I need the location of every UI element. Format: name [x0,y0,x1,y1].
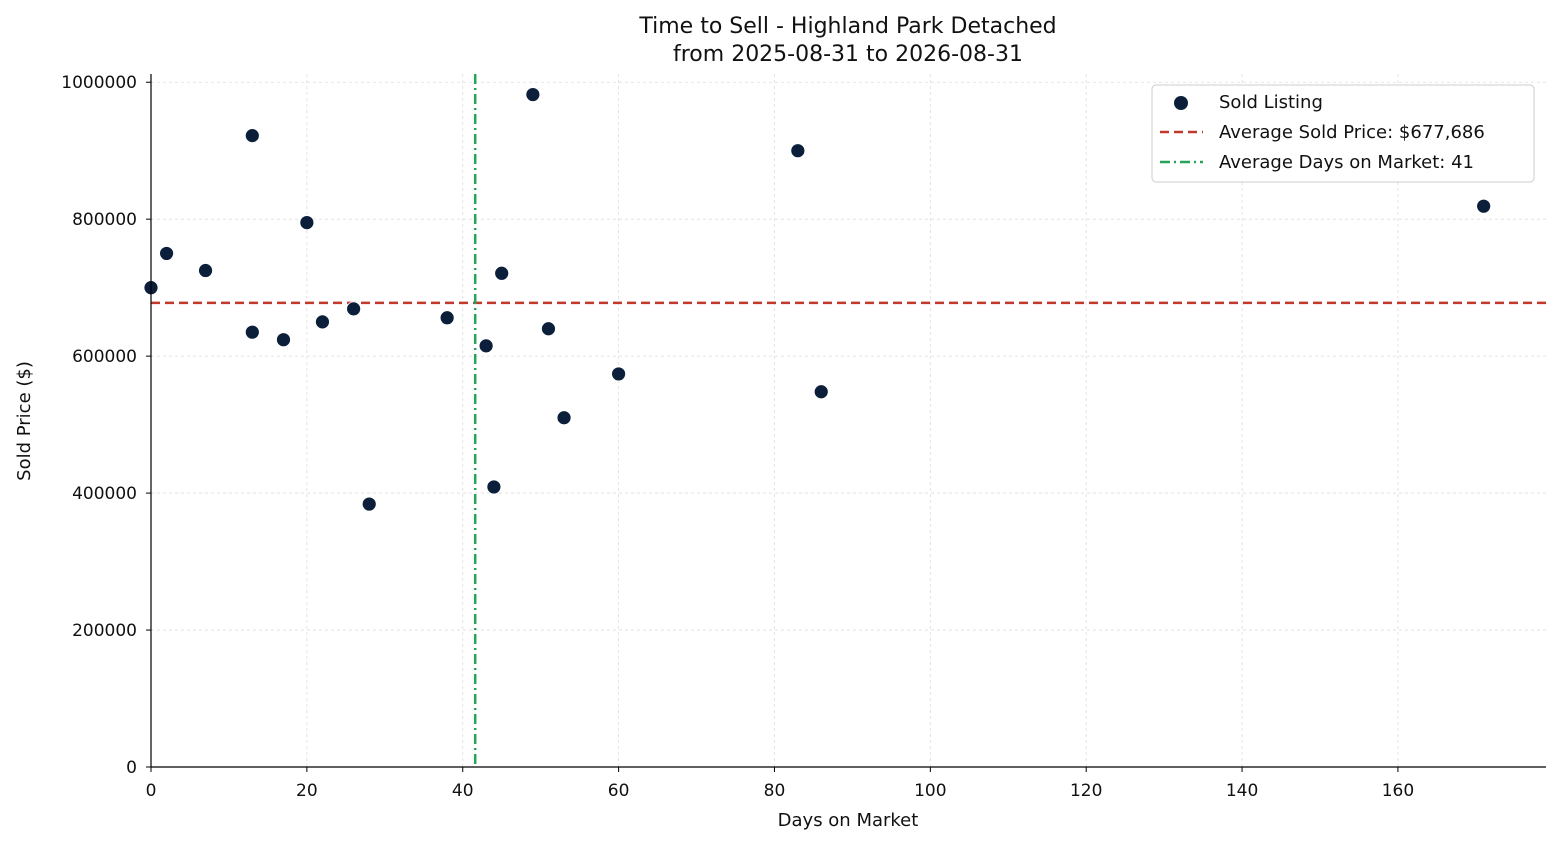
x-tick-label: 80 [764,781,786,801]
data-point [1476,198,1492,214]
data-point [556,410,572,426]
reference-lines [151,74,1546,767]
data-point [198,263,213,278]
data-point [486,479,502,495]
x-tick-label: 140 [1226,781,1258,801]
data-point [541,321,556,337]
y-axis-label: Sold Price ($) [14,361,35,481]
legend-label-average-price: Average Sold Price: $677,686 [1219,122,1485,143]
x-axis-ticks: 0 20 40 60 80 100 120 140 160 [146,767,1414,801]
data-point [244,128,260,144]
data-point [315,314,330,330]
data-point [478,338,494,354]
x-tick-label: 40 [452,781,474,801]
data-point [299,215,315,230]
x-tick-label: 100 [914,781,946,801]
data-point [159,246,174,261]
y-tick-label: 600000 [72,347,137,367]
y-tick-label: 800000 [72,210,137,230]
data-point [790,143,806,159]
x-tick-label: 60 [608,781,630,801]
data-point [276,332,291,348]
chart-title-line-1: Time to Sell - Highland Park Detached [638,14,1056,39]
x-tick-label: 120 [1070,781,1102,801]
data-point [611,366,626,382]
data-point [525,87,541,102]
x-axis-label: Days on Market [778,810,919,831]
y-tick-label: 400000 [72,484,137,504]
legend-label-average-days: Average Days on Market: 41 [1219,152,1474,173]
chart-title-line-2: from 2025-08-31 to 2026-08-31 [673,42,1023,67]
legend: Sold Listing Average Sold Price: $677,68… [1151,84,1535,183]
data-point [494,265,510,281]
legend-box [1151,84,1535,183]
legend-label-sold-listing: Sold Listing [1219,92,1323,113]
data-point [361,496,377,512]
data-point [813,384,829,400]
y-tick-label: 1000000 [61,73,137,93]
data-point [439,310,455,326]
y-tick-label: 0 [126,758,137,778]
data-point [346,301,362,317]
data-point [244,324,260,340]
axes: 0 20 40 60 80 100 120 140 160 0 200000 400000 60000… [61,73,1546,801]
x-tick-label: 0 [146,781,157,801]
data-points [143,87,1492,512]
x-tick-label: 20 [296,781,318,801]
y-axis-ticks: 0 200000 400000 600000 800000 1000000 [61,73,151,778]
x-tick-label: 160 [1382,781,1414,801]
legend-marker-sold-listing [1174,96,1188,110]
y-tick-label: 200000 [72,621,137,641]
